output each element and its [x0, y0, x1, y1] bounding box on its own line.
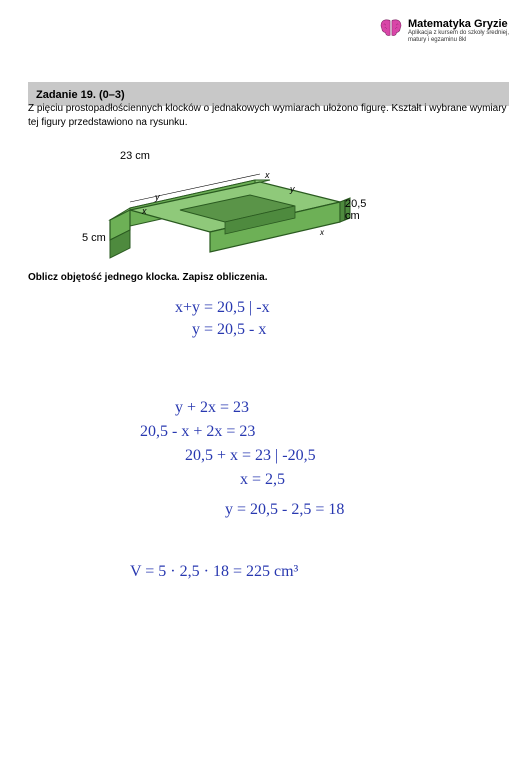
- brand-sub2: matury i egzaminu 8kl: [408, 37, 509, 44]
- handwriting-line-5: 20,5 + x = 23 | -20,5: [185, 446, 316, 467]
- svg-text:y: y: [289, 184, 295, 194]
- svg-text:x: x: [319, 228, 325, 237]
- svg-text:x: x: [264, 170, 270, 180]
- brand-header: Matematyka Gryzie Aplikacja z kursem do …: [380, 18, 509, 44]
- handwriting-line-6: x = 2,5: [240, 470, 285, 491]
- task-number: Zadanie 19. (0–3): [36, 89, 125, 101]
- svg-text:x: x: [141, 206, 147, 216]
- handwriting-line-3: y + 2x = 23: [175, 398, 249, 419]
- handwriting-line-8: V = 5 · 2,5 · 18 = 225 cm³: [130, 562, 298, 583]
- handwriting-line-2: y = 20,5 - x: [192, 320, 266, 341]
- dim-205cm: 20,5 cm: [345, 198, 370, 222]
- brain-icon: [380, 18, 402, 38]
- block-figure: x y y x x 23 cm 20,5 cm 5 cm: [90, 140, 370, 260]
- task-description: Z pięciu prostopadłościennych klocków o …: [28, 102, 509, 129]
- brand-title: Matematyka Gryzie: [408, 18, 509, 30]
- dim-5cm: 5 cm: [82, 232, 106, 244]
- task-instruction: Oblicz objętość jednego klocka. Zapisz o…: [28, 272, 268, 283]
- brand-text: Matematyka Gryzie Aplikacja z kursem do …: [408, 18, 509, 44]
- svg-text:y: y: [154, 192, 160, 202]
- dim-23cm: 23 cm: [120, 150, 150, 162]
- handwriting-line-7: y = 20,5 - 2,5 = 18: [225, 500, 344, 521]
- handwriting-line-4: 20,5 - x + 2x = 23: [140, 422, 255, 443]
- handwriting-line-1: x+y = 20,5 | -x: [175, 298, 270, 319]
- brand-sub1: Aplikacja z kursem do szkoły średniej,: [408, 30, 509, 37]
